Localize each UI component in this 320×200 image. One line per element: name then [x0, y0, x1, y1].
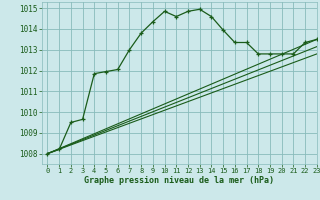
X-axis label: Graphe pression niveau de la mer (hPa): Graphe pression niveau de la mer (hPa) — [84, 176, 274, 185]
